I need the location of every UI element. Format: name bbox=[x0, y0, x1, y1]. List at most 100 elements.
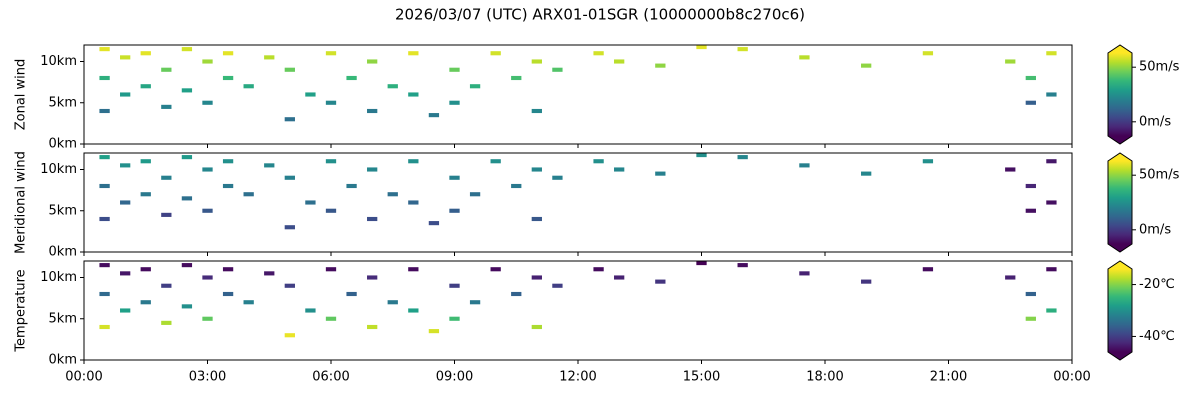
data-cell bbox=[449, 100, 460, 105]
data-cell bbox=[161, 104, 172, 109]
data-cell bbox=[99, 155, 110, 160]
chart-title: 2026/03/07 (UTC) ARX01-01SGR (10000000b8… bbox=[395, 6, 805, 24]
data-cell bbox=[655, 279, 666, 284]
data-cell bbox=[469, 192, 481, 197]
data-cell bbox=[1005, 275, 1016, 280]
data-cell bbox=[922, 51, 934, 56]
data-cell bbox=[181, 196, 193, 201]
data-cell bbox=[408, 92, 419, 97]
data-cell bbox=[408, 267, 419, 272]
data-cell bbox=[593, 267, 604, 272]
data-cell bbox=[531, 108, 542, 114]
x-tick-label: 03:00 bbox=[189, 370, 226, 385]
data-cell bbox=[552, 67, 563, 72]
data-cell bbox=[181, 155, 193, 160]
data-cell bbox=[696, 261, 707, 266]
data-cell bbox=[243, 84, 254, 89]
y-axis-label: Temperature bbox=[14, 269, 29, 352]
data-cell bbox=[408, 51, 419, 56]
data-cell bbox=[1005, 167, 1016, 172]
x-tick-label: 15:00 bbox=[683, 370, 720, 385]
data-cell bbox=[1025, 183, 1036, 189]
colorbar-extend-top bbox=[1108, 153, 1132, 161]
data-cell bbox=[325, 267, 337, 272]
y-tick-label: 5km bbox=[49, 203, 77, 218]
x-tick-label: 21:00 bbox=[930, 370, 967, 385]
plot-frame bbox=[83, 152, 1073, 253]
data-cell bbox=[325, 51, 337, 56]
data-cell bbox=[325, 100, 337, 105]
data-cell bbox=[346, 291, 357, 297]
data-cell bbox=[202, 100, 213, 105]
plot-frame bbox=[83, 44, 1073, 145]
data-cell bbox=[1025, 75, 1036, 81]
colorbar bbox=[1108, 53, 1132, 136]
data-cell bbox=[284, 175, 295, 180]
data-cell bbox=[552, 283, 563, 288]
data-cell bbox=[696, 45, 707, 50]
data-cell bbox=[511, 183, 522, 189]
data-cell bbox=[120, 200, 131, 205]
data-cell bbox=[1046, 51, 1057, 56]
x-tick-label: 12:00 bbox=[559, 370, 596, 385]
data-cell bbox=[614, 59, 625, 64]
data-cell bbox=[99, 291, 110, 297]
colorbar-extend-top bbox=[1108, 261, 1132, 269]
data-cell bbox=[202, 59, 213, 64]
data-cell bbox=[511, 291, 522, 297]
colorbar-tick-label: 0m/s bbox=[1139, 222, 1171, 237]
data-cell bbox=[531, 216, 542, 222]
data-cell bbox=[99, 47, 110, 52]
data-cell bbox=[922, 267, 934, 272]
data-cell bbox=[511, 75, 522, 81]
data-cell bbox=[408, 200, 419, 205]
data-cell bbox=[737, 47, 748, 52]
data-cell bbox=[243, 300, 254, 305]
data-cell bbox=[593, 51, 604, 56]
data-cell bbox=[140, 84, 151, 89]
data-cell bbox=[140, 192, 151, 197]
data-cell bbox=[325, 208, 337, 213]
y-tick-label: 10km bbox=[40, 54, 77, 69]
colorbar bbox=[1108, 269, 1132, 352]
y-tick-label: 0km bbox=[49, 353, 77, 368]
data-cell bbox=[325, 316, 337, 321]
colorbar-frame bbox=[1107, 152, 1133, 253]
data-cell bbox=[284, 333, 295, 338]
data-cell bbox=[490, 159, 501, 164]
colorbar-frame bbox=[1107, 44, 1133, 145]
data-cell bbox=[387, 84, 398, 89]
y-axis-label: Zonal wind bbox=[14, 59, 29, 131]
data-cell bbox=[1025, 208, 1036, 213]
data-cell bbox=[428, 329, 440, 334]
x-tick-label: 00:00 bbox=[65, 370, 102, 385]
data-cell bbox=[861, 171, 872, 176]
data-cell bbox=[120, 92, 131, 97]
data-cell bbox=[1025, 291, 1036, 297]
plot-frame bbox=[83, 260, 1073, 361]
data-cell bbox=[367, 59, 378, 64]
data-cell bbox=[531, 324, 542, 330]
data-cell bbox=[408, 308, 419, 313]
data-cell bbox=[99, 216, 110, 222]
data-cell bbox=[305, 200, 316, 205]
colorbar-extend-bottom bbox=[1108, 136, 1132, 144]
data-cell bbox=[140, 51, 151, 56]
data-cell bbox=[99, 183, 110, 189]
data-cell bbox=[346, 183, 357, 189]
data-cell bbox=[140, 300, 151, 305]
data-cell bbox=[469, 300, 481, 305]
data-cell bbox=[99, 263, 110, 268]
data-cell bbox=[1046, 267, 1057, 272]
x-tick-label: 06:00 bbox=[312, 370, 349, 385]
y-tick-label: 5km bbox=[49, 311, 77, 326]
data-cell bbox=[490, 51, 501, 56]
colorbar-tick-label: 0m/s bbox=[1139, 114, 1171, 129]
data-cell bbox=[202, 167, 213, 172]
data-cell bbox=[181, 47, 193, 52]
data-cell bbox=[305, 92, 316, 97]
data-cell bbox=[922, 159, 934, 164]
data-cell bbox=[222, 267, 234, 272]
data-cell bbox=[99, 75, 110, 81]
